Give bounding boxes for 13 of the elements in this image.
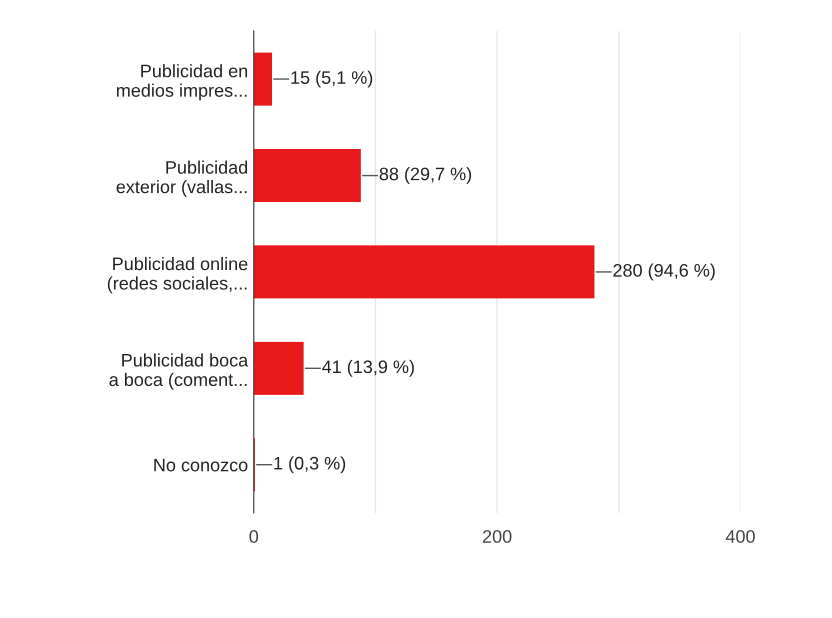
x-tick-label: 400	[726, 530, 755, 543]
y-tick-label: Publicidad online (redes sociales,...	[108, 256, 248, 294]
data-label: 88 (29,7 %)	[380, 167, 472, 184]
data-label: 1 (0,3 %)	[274, 456, 346, 474]
y-tick-label: Publicidad boca a boca (coment...	[109, 353, 248, 390]
data-label: 15 (5,1 %)	[291, 70, 372, 88]
x-tick-label: 0	[249, 530, 258, 543]
y-tick-label: Publicidad exterior (vallas...	[116, 160, 248, 197]
data-label: 41 (13,9 %)	[322, 360, 414, 377]
y-tick-label: Publicidad en medios impres...	[116, 64, 248, 100]
data-label: 280 (94,6 %)	[613, 264, 715, 280]
x-tick-label: 200	[482, 530, 512, 543]
y-tick-label: No conozco	[154, 458, 248, 472]
